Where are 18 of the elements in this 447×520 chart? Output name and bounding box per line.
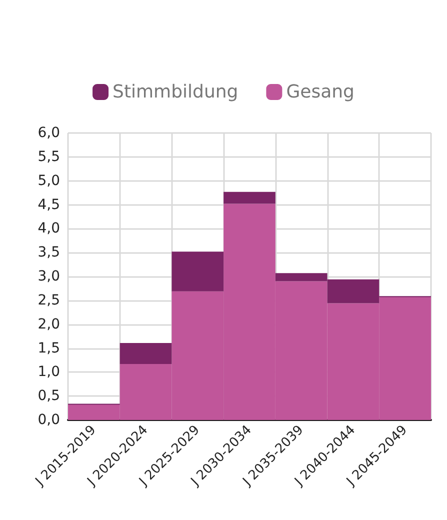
y-tick-label: 5,5 [38, 148, 60, 165]
y-tick-label: 6,0 [38, 125, 60, 141]
legend-label: Stimmbildung [112, 82, 238, 102]
y-tick-label: 4,5 [38, 196, 60, 213]
legend-label: Gesang [286, 82, 354, 102]
bar [120, 342, 172, 364]
y-tick-label: 2,0 [38, 316, 60, 332]
y-tick-label: 3,0 [38, 268, 60, 284]
y-tick-label: 0,0 [38, 412, 60, 428]
y-tick-label: 4,0 [38, 220, 60, 237]
y-tick-label: 1,5 [38, 340, 60, 356]
y-tick-label: 3,5 [38, 244, 60, 261]
bar [224, 192, 276, 204]
y-tick-label: 5,0 [38, 172, 60, 189]
y-tick-label: 1,0 [38, 364, 60, 380]
bar [172, 252, 224, 292]
y-tick-label: 2,5 [38, 292, 60, 308]
y-tick-label: 0,5 [38, 388, 60, 404]
